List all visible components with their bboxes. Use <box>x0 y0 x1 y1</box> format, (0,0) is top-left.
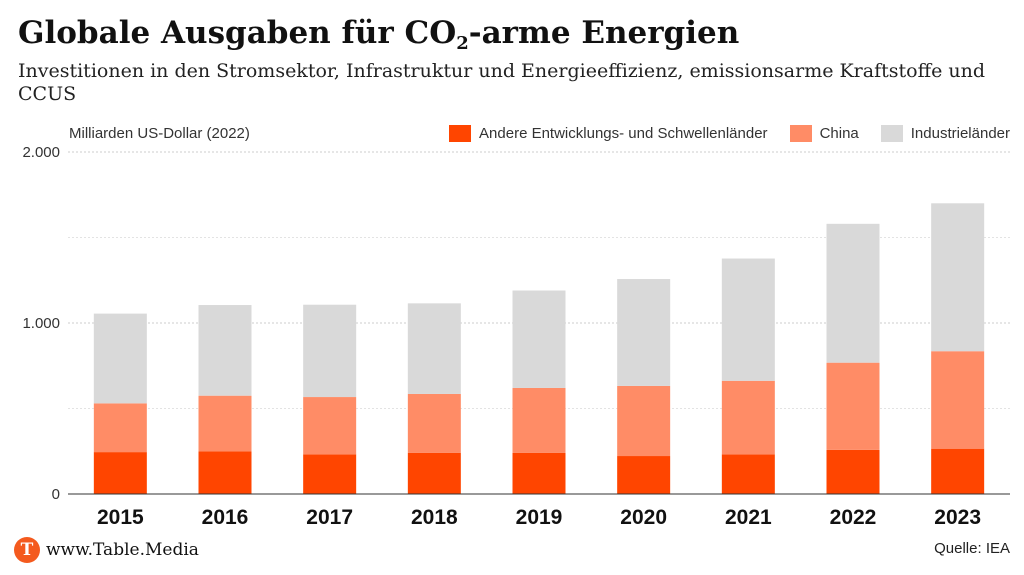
bar-2022-series-1 <box>826 362 880 450</box>
y-tick-label-1000: 1.000 <box>22 315 60 332</box>
bar-2015-series-1 <box>93 403 147 453</box>
bar-2022-series-2 <box>826 223 880 363</box>
chart-title: Globale Ausgaben für CO2-arme Energien <box>18 14 740 54</box>
x-tick-label-2015: 2015 <box>97 506 144 529</box>
bar-2016-series-0 <box>198 451 252 494</box>
legend-swatch-china <box>789 125 812 142</box>
legend-swatch-industrial <box>880 125 903 142</box>
source-note: Quelle: IEA <box>934 540 1010 557</box>
x-tick-label-2021: 2021 <box>725 506 772 529</box>
legend-label-other-countries: Andere Entwicklungs- und Schwellenländer <box>479 125 768 142</box>
brand: T www.Table.Media <box>14 537 199 563</box>
bar-2015-series-2 <box>93 313 147 404</box>
bar-2017-series-1 <box>303 397 357 455</box>
x-tick-label-2016: 2016 <box>202 506 249 529</box>
bar-2017-series-0 <box>303 454 357 494</box>
legend-label-industrial: Industrieländer <box>910 125 1010 142</box>
y-axis-label: Milliarden US-Dollar (2022) <box>69 125 250 142</box>
legend: Andere Entwicklungs- und Schwellenländer… <box>427 125 1010 142</box>
bar-2022-series-0 <box>826 449 880 494</box>
bar-2023-series-0 <box>931 448 985 494</box>
y-tick-label-2000: 2.000 <box>22 144 60 161</box>
title-subscript: 2 <box>456 33 469 54</box>
bar-2018-series-1 <box>407 393 461 453</box>
bar-2023-series-1 <box>931 351 985 449</box>
x-tick-label-2018: 2018 <box>411 506 458 529</box>
title-rest: -arme Energien <box>468 15 740 51</box>
bar-2016-series-2 <box>198 305 252 396</box>
bar-2020-series-1 <box>617 385 671 457</box>
bar-2017-series-2 <box>303 304 357 398</box>
bar-2019-series-0 <box>512 452 566 494</box>
bar-2016-series-1 <box>198 395 252 452</box>
table-media-logo-icon: T <box>14 537 40 563</box>
chart-subtitle: Investitionen in den Stromsektor, Infras… <box>18 60 986 105</box>
x-tick-label-2020: 2020 <box>620 506 667 529</box>
bar-2018-series-2 <box>407 303 461 394</box>
bar-2023-series-2 <box>931 203 985 352</box>
bar-2019-series-1 <box>512 387 566 453</box>
bar-2019-series-2 <box>512 290 566 388</box>
legend-item-china: China <box>789 125 859 142</box>
bar-2021-series-0 <box>721 454 775 494</box>
x-tick-label-2017: 2017 <box>306 506 353 529</box>
legend-item-other-countries: Andere Entwicklungs- und Schwellenländer <box>449 125 768 142</box>
bar-2015-series-0 <box>93 452 147 494</box>
x-tick-label-2019: 2019 <box>516 506 563 529</box>
legend-label-china: China <box>819 125 859 142</box>
bar-2020-series-2 <box>617 279 671 386</box>
bar-2021-series-2 <box>721 258 775 381</box>
site-url: www.Table.Media <box>46 540 199 560</box>
bar-2021-series-1 <box>721 380 775 455</box>
x-tick-label-2023: 2023 <box>934 506 981 529</box>
chart-plot: 0 1.000 2.000 2015 2016 2017 2018 2019 2020 2021 2… <box>22 144 1010 529</box>
bar-2018-series-0 <box>407 452 461 494</box>
y-tick-label-0: 0 <box>52 486 60 503</box>
bar-2020-series-0 <box>617 456 671 494</box>
legend-item-industrial: Industrieländer <box>880 125 1010 142</box>
x-tick-label-2022: 2022 <box>830 506 877 529</box>
title-main: Globale Ausgaben für CO <box>18 15 457 51</box>
legend-swatch-other-countries <box>449 125 472 142</box>
